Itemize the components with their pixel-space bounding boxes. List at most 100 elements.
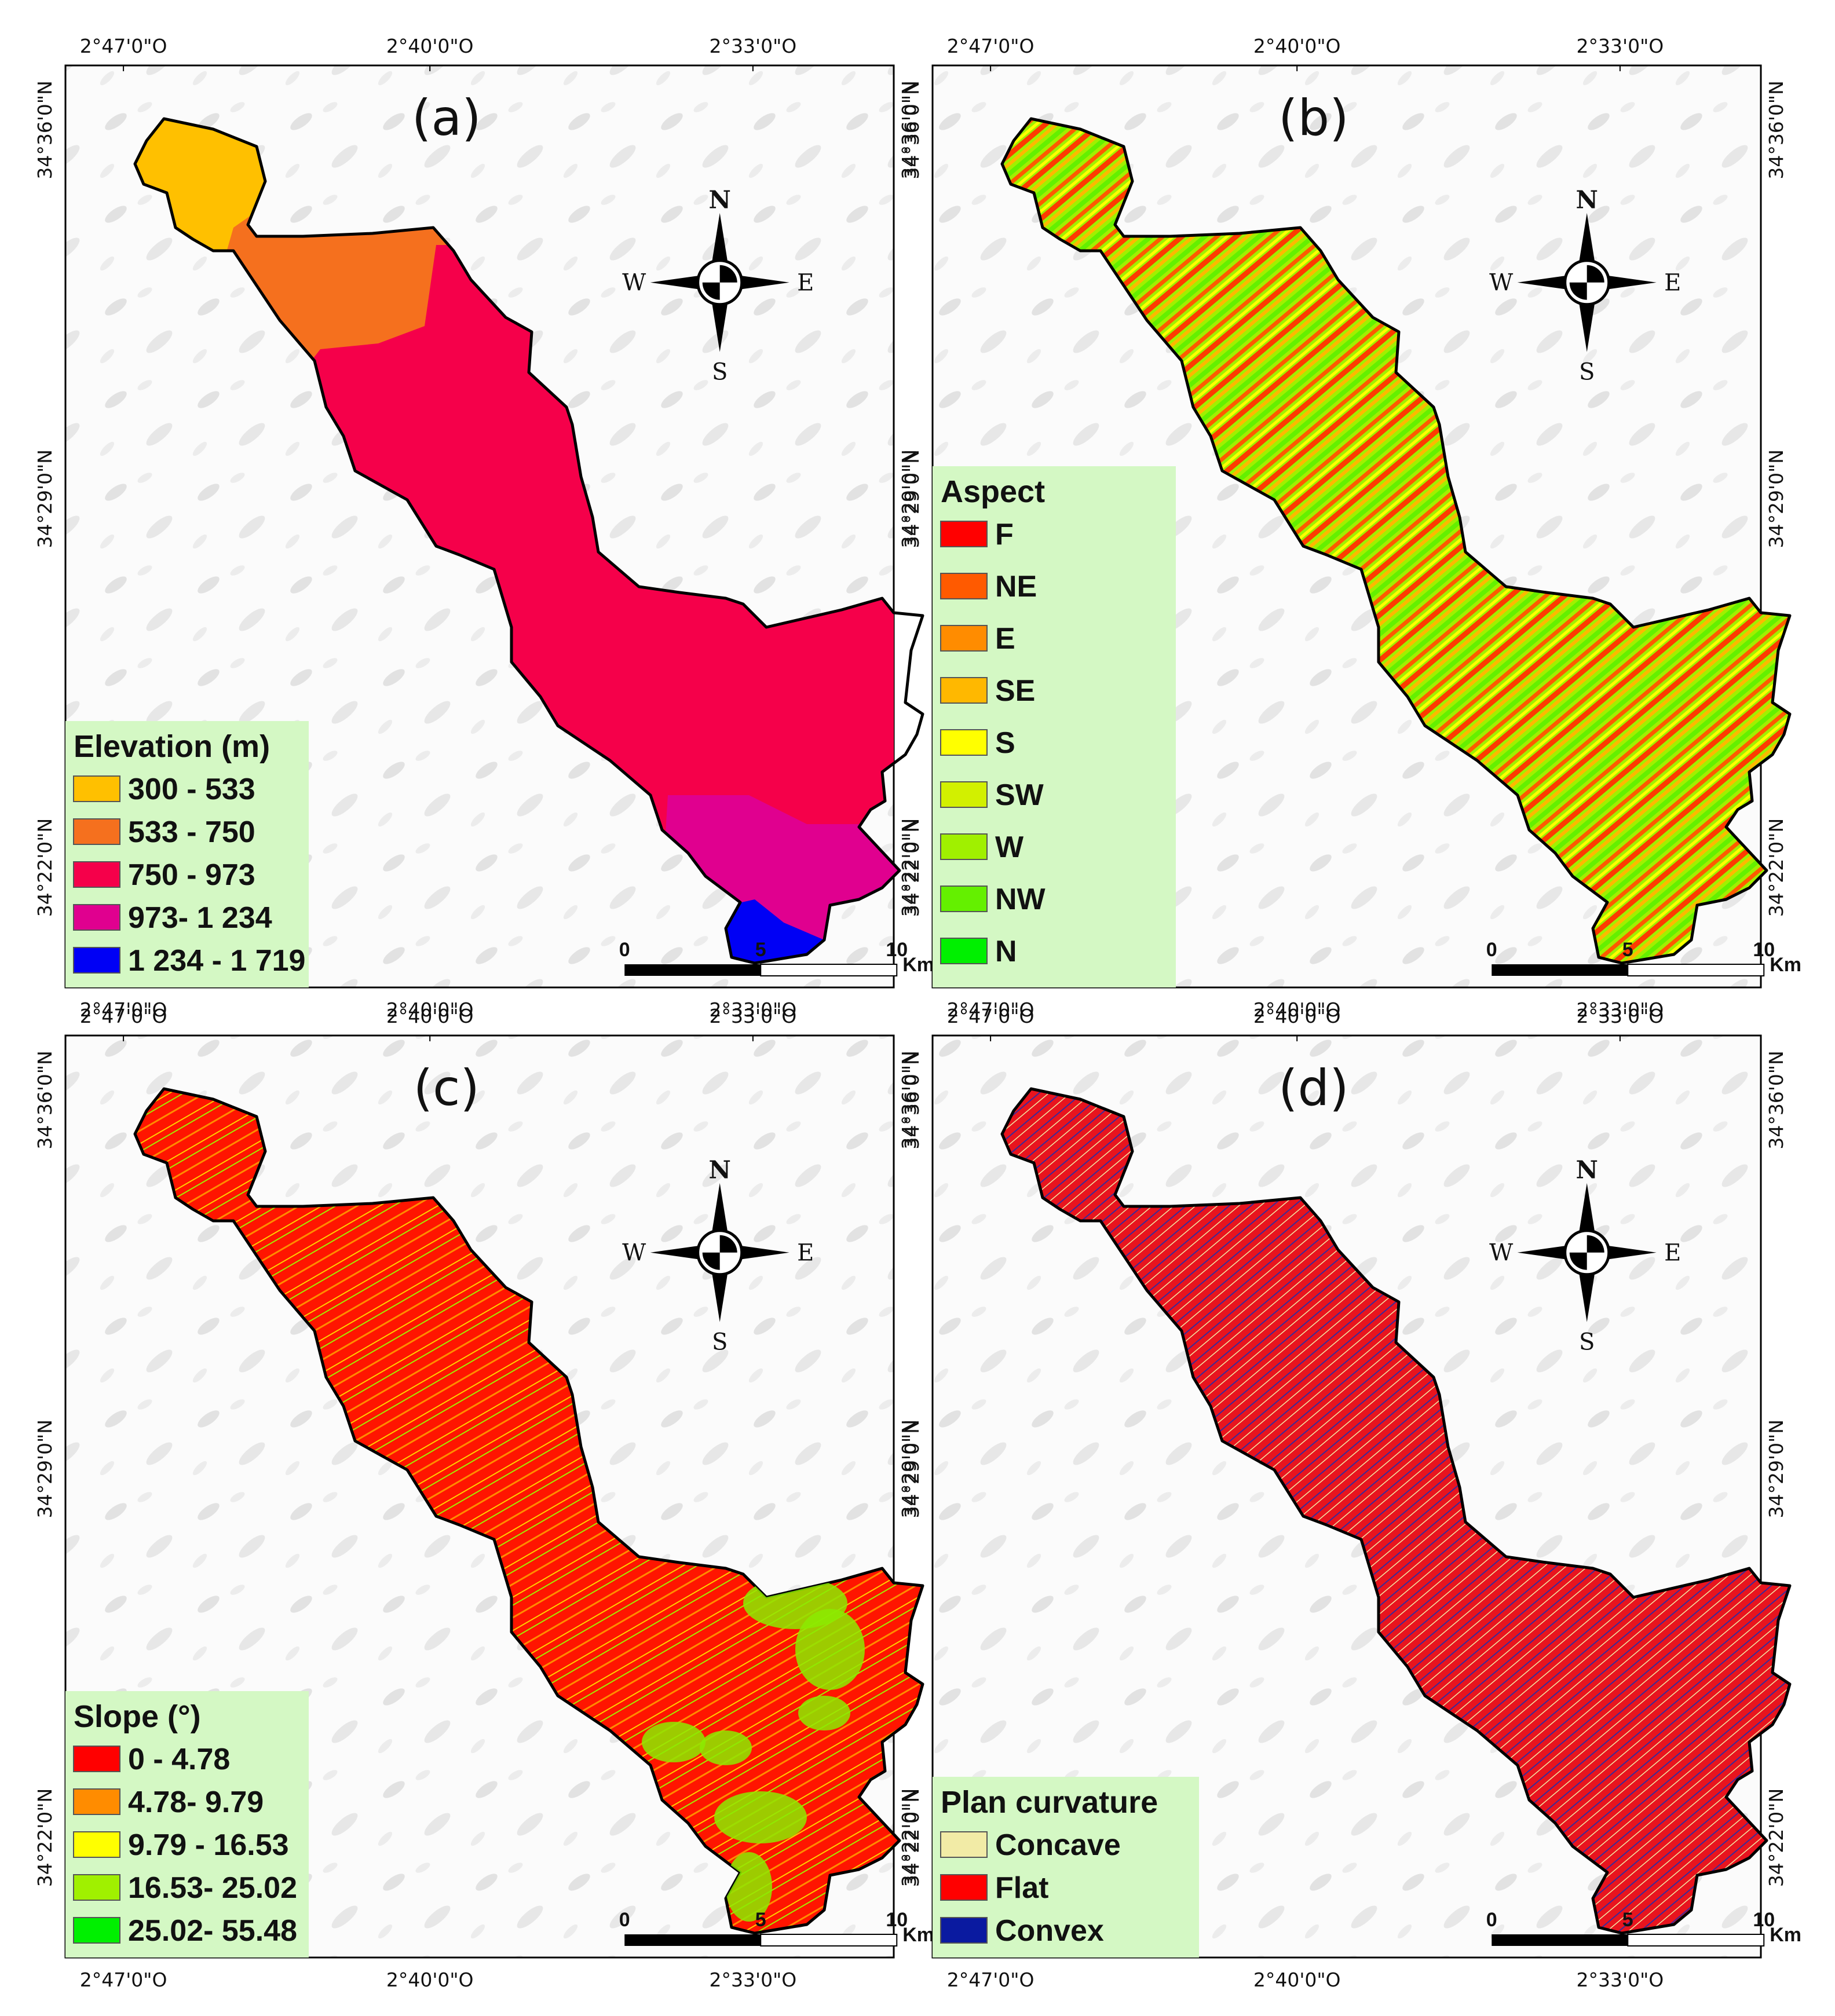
legend-item-label: 1 234 - 1 719 — [128, 944, 305, 978]
scale-bar-black-segment — [1492, 1934, 1628, 1946]
legend-swatch — [73, 861, 120, 888]
longitude-label-top: 2°40'0"O — [386, 1005, 474, 1027]
scale-bar-tick-label: 5 — [755, 1909, 766, 1931]
longitude-label-bottom: 2°40'0"O — [386, 1969, 474, 1991]
scale-bar-tick-label: 10 — [1753, 939, 1775, 961]
north-arrow-compass: N S W E — [1489, 186, 1681, 386]
latitude-label-left: 34°36'0"N — [901, 1051, 923, 1149]
steep-slope-patch — [642, 1722, 706, 1762]
latitude-label-right: 34°36'0"N — [898, 81, 920, 179]
legend-item-label: 9.79 - 16.53 — [128, 1828, 289, 1862]
latitude-label-left: 34°36'0"N — [34, 1051, 56, 1149]
latitude-label-right: 34°29'0"N — [898, 449, 920, 548]
legend-item-label: N — [995, 935, 1017, 968]
legend-swatch — [73, 1917, 120, 1944]
north-arrow-compass: N S W E — [622, 186, 814, 386]
compass-south-point — [1577, 1264, 1596, 1322]
longitude-label-bottom: 2°40'0"O — [1253, 1969, 1341, 1991]
longitude-label-top: 2°47'0"O — [947, 1005, 1035, 1027]
legend-item-label: NW — [995, 883, 1046, 916]
latitude-label-right: 34°22'0"N — [1765, 818, 1788, 917]
legend-swatch — [73, 1831, 120, 1858]
compass-quadrant — [1569, 1252, 1587, 1270]
compass-label-west: W — [1489, 1240, 1513, 1267]
compass-label-west: W — [1489, 270, 1513, 297]
legend: Aspect F NE E SE S SW W NW N — [933, 466, 1176, 987]
scale-bar-tick-label: 0 — [619, 1909, 630, 1931]
longitude-label-top: 2°40'0"O — [1253, 1005, 1341, 1027]
legend-swatch — [940, 573, 988, 599]
compass-west-point — [1517, 1244, 1576, 1261]
legend-swatch — [940, 886, 988, 912]
scale-bar-tick-label: 5 — [755, 939, 766, 961]
compass-label-east: E — [797, 270, 814, 297]
legend-item-label: 4.78- 9.79 — [128, 1786, 264, 1819]
legend-swatch — [940, 833, 988, 860]
legend-title: Elevation (m) — [74, 729, 270, 764]
legend-item-label: 750 - 973 — [128, 858, 255, 892]
watershed-boundary — [133, 117, 924, 965]
panel-label: (c) — [414, 1059, 480, 1117]
compass-quadrant — [1587, 1235, 1604, 1253]
latitude-label-right: 34°29'0"N — [1765, 1419, 1788, 1518]
latitude-label-right: 34°36'0"N — [1765, 81, 1788, 179]
legend-swatch — [73, 1746, 120, 1772]
legend-background — [65, 721, 309, 987]
compass-north-point — [1577, 213, 1596, 271]
scale-bar-tick-label: 5 — [1622, 939, 1633, 961]
legend-title: Aspect — [941, 474, 1045, 509]
legend-item-label: W — [995, 830, 1024, 864]
panel-label: (b) — [1278, 89, 1349, 147]
longitude-label-top: 2°33'0"O — [1577, 1005, 1664, 1027]
legend-swatch — [73, 904, 120, 931]
steep-slope-patch — [700, 1730, 752, 1765]
compass-south-point — [710, 1264, 729, 1322]
latitude-label-left: 34°29'0"N — [901, 449, 923, 548]
compass-north-point — [710, 213, 729, 271]
legend-swatch — [73, 775, 120, 802]
scale-bar-white-segment — [760, 964, 898, 976]
scale-bar-black-segment — [624, 964, 761, 976]
scale-bar-black-segment — [1492, 964, 1628, 976]
compass-label-north: N — [1576, 186, 1598, 214]
compass-label-east: E — [1664, 270, 1681, 297]
compass-quadrant — [719, 1235, 737, 1253]
legend-swatch — [940, 521, 988, 547]
longitude-label-bottom: 2°47'0"O — [80, 998, 167, 1021]
panel-label: (a) — [412, 89, 481, 147]
compass-north-point — [1577, 1183, 1596, 1241]
longitude-label-top: 2°33'0"O — [1577, 35, 1664, 57]
latitude-label-right: 34°22'0"N — [1765, 1788, 1788, 1887]
legend-swatch — [940, 729, 988, 756]
latitude-label-right: 34°22'0"N — [898, 1788, 920, 1887]
latitude-label-right: 34°29'0"N — [1765, 449, 1788, 548]
legend-item-label: E — [995, 622, 1015, 656]
longitude-label-top: 2°40'0"O — [386, 35, 474, 57]
compass-label-east: E — [797, 1240, 814, 1267]
longitude-label-top: 2°47'0"O — [947, 35, 1035, 57]
compass-south-point — [1577, 294, 1596, 352]
watershed-aspect — [1000, 117, 1792, 965]
latitude-label-right: 34°22'0"N — [898, 818, 920, 917]
steep-slope-patch — [726, 1852, 772, 1922]
compass-label-north: N — [1576, 1156, 1598, 1184]
longitude-label-top: 2°33'0"O — [710, 1005, 797, 1027]
longitude-label-bottom: 2°40'0"O — [386, 998, 474, 1021]
steep-slope-patch — [795, 1609, 865, 1690]
compass-label-north: N — [709, 1156, 731, 1184]
legend-swatch — [940, 1831, 988, 1858]
legend-item-label: S — [995, 726, 1015, 760]
longitude-label-bottom: 2°33'0"O — [1577, 1969, 1664, 1991]
legend-swatch — [940, 781, 988, 808]
legend-item-label: 0 - 4.78 — [128, 1743, 230, 1776]
legend-item-label: Concave — [995, 1828, 1121, 1862]
compass-label-south: S — [712, 1329, 728, 1356]
compass-quadrant — [702, 282, 720, 300]
legend: Slope (°) 0 - 4.78 4.78- 9.79 9.79 - 16.53 1… — [65, 1691, 309, 1958]
compass-label-south: S — [712, 359, 728, 386]
scale-bar-white-segment — [1627, 964, 1765, 976]
steep-slope-patch — [714, 1791, 807, 1843]
